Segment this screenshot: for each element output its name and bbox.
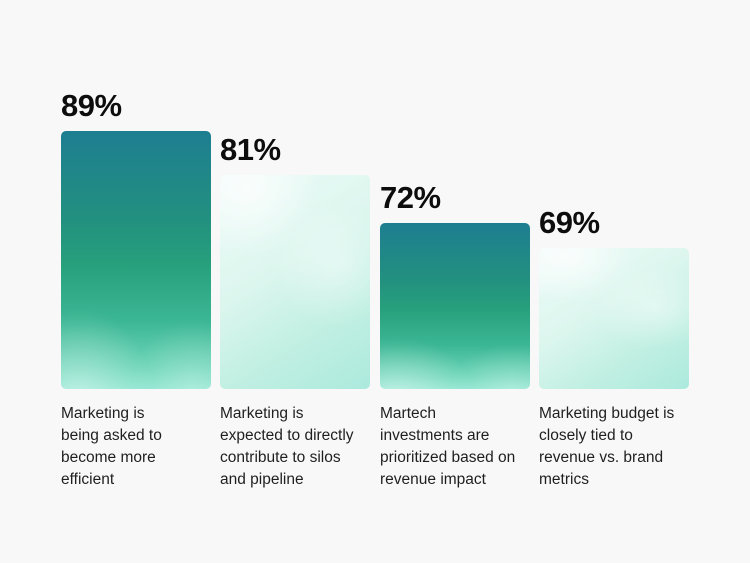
bar-column: 89% Marketing is being asked to become m… [61,0,211,563]
bar [380,223,530,389]
bar-column: 81% Marketing is expected to directly co… [220,0,370,563]
bar-category-label: Martech investments are prioritized base… [380,405,516,488]
bar-column: 69% Marketing budget is closely tied to … [539,0,689,563]
bar-column: 72% Martech investments are prioritized … [380,0,530,563]
bar-value-label: 89% [61,88,122,123]
bar [220,175,370,389]
bar [61,131,211,389]
bar [539,248,689,389]
bar-category-label: Marketing is expected to directly contri… [220,405,354,488]
bar-value-label: 69% [539,205,600,240]
bar-value-label: 81% [220,132,281,167]
bar-category-label: Marketing is being asked to become more … [61,405,162,488]
bar-category-label: Marketing budget is closely tied to reve… [539,405,675,488]
bar-value-label: 72% [380,180,441,215]
